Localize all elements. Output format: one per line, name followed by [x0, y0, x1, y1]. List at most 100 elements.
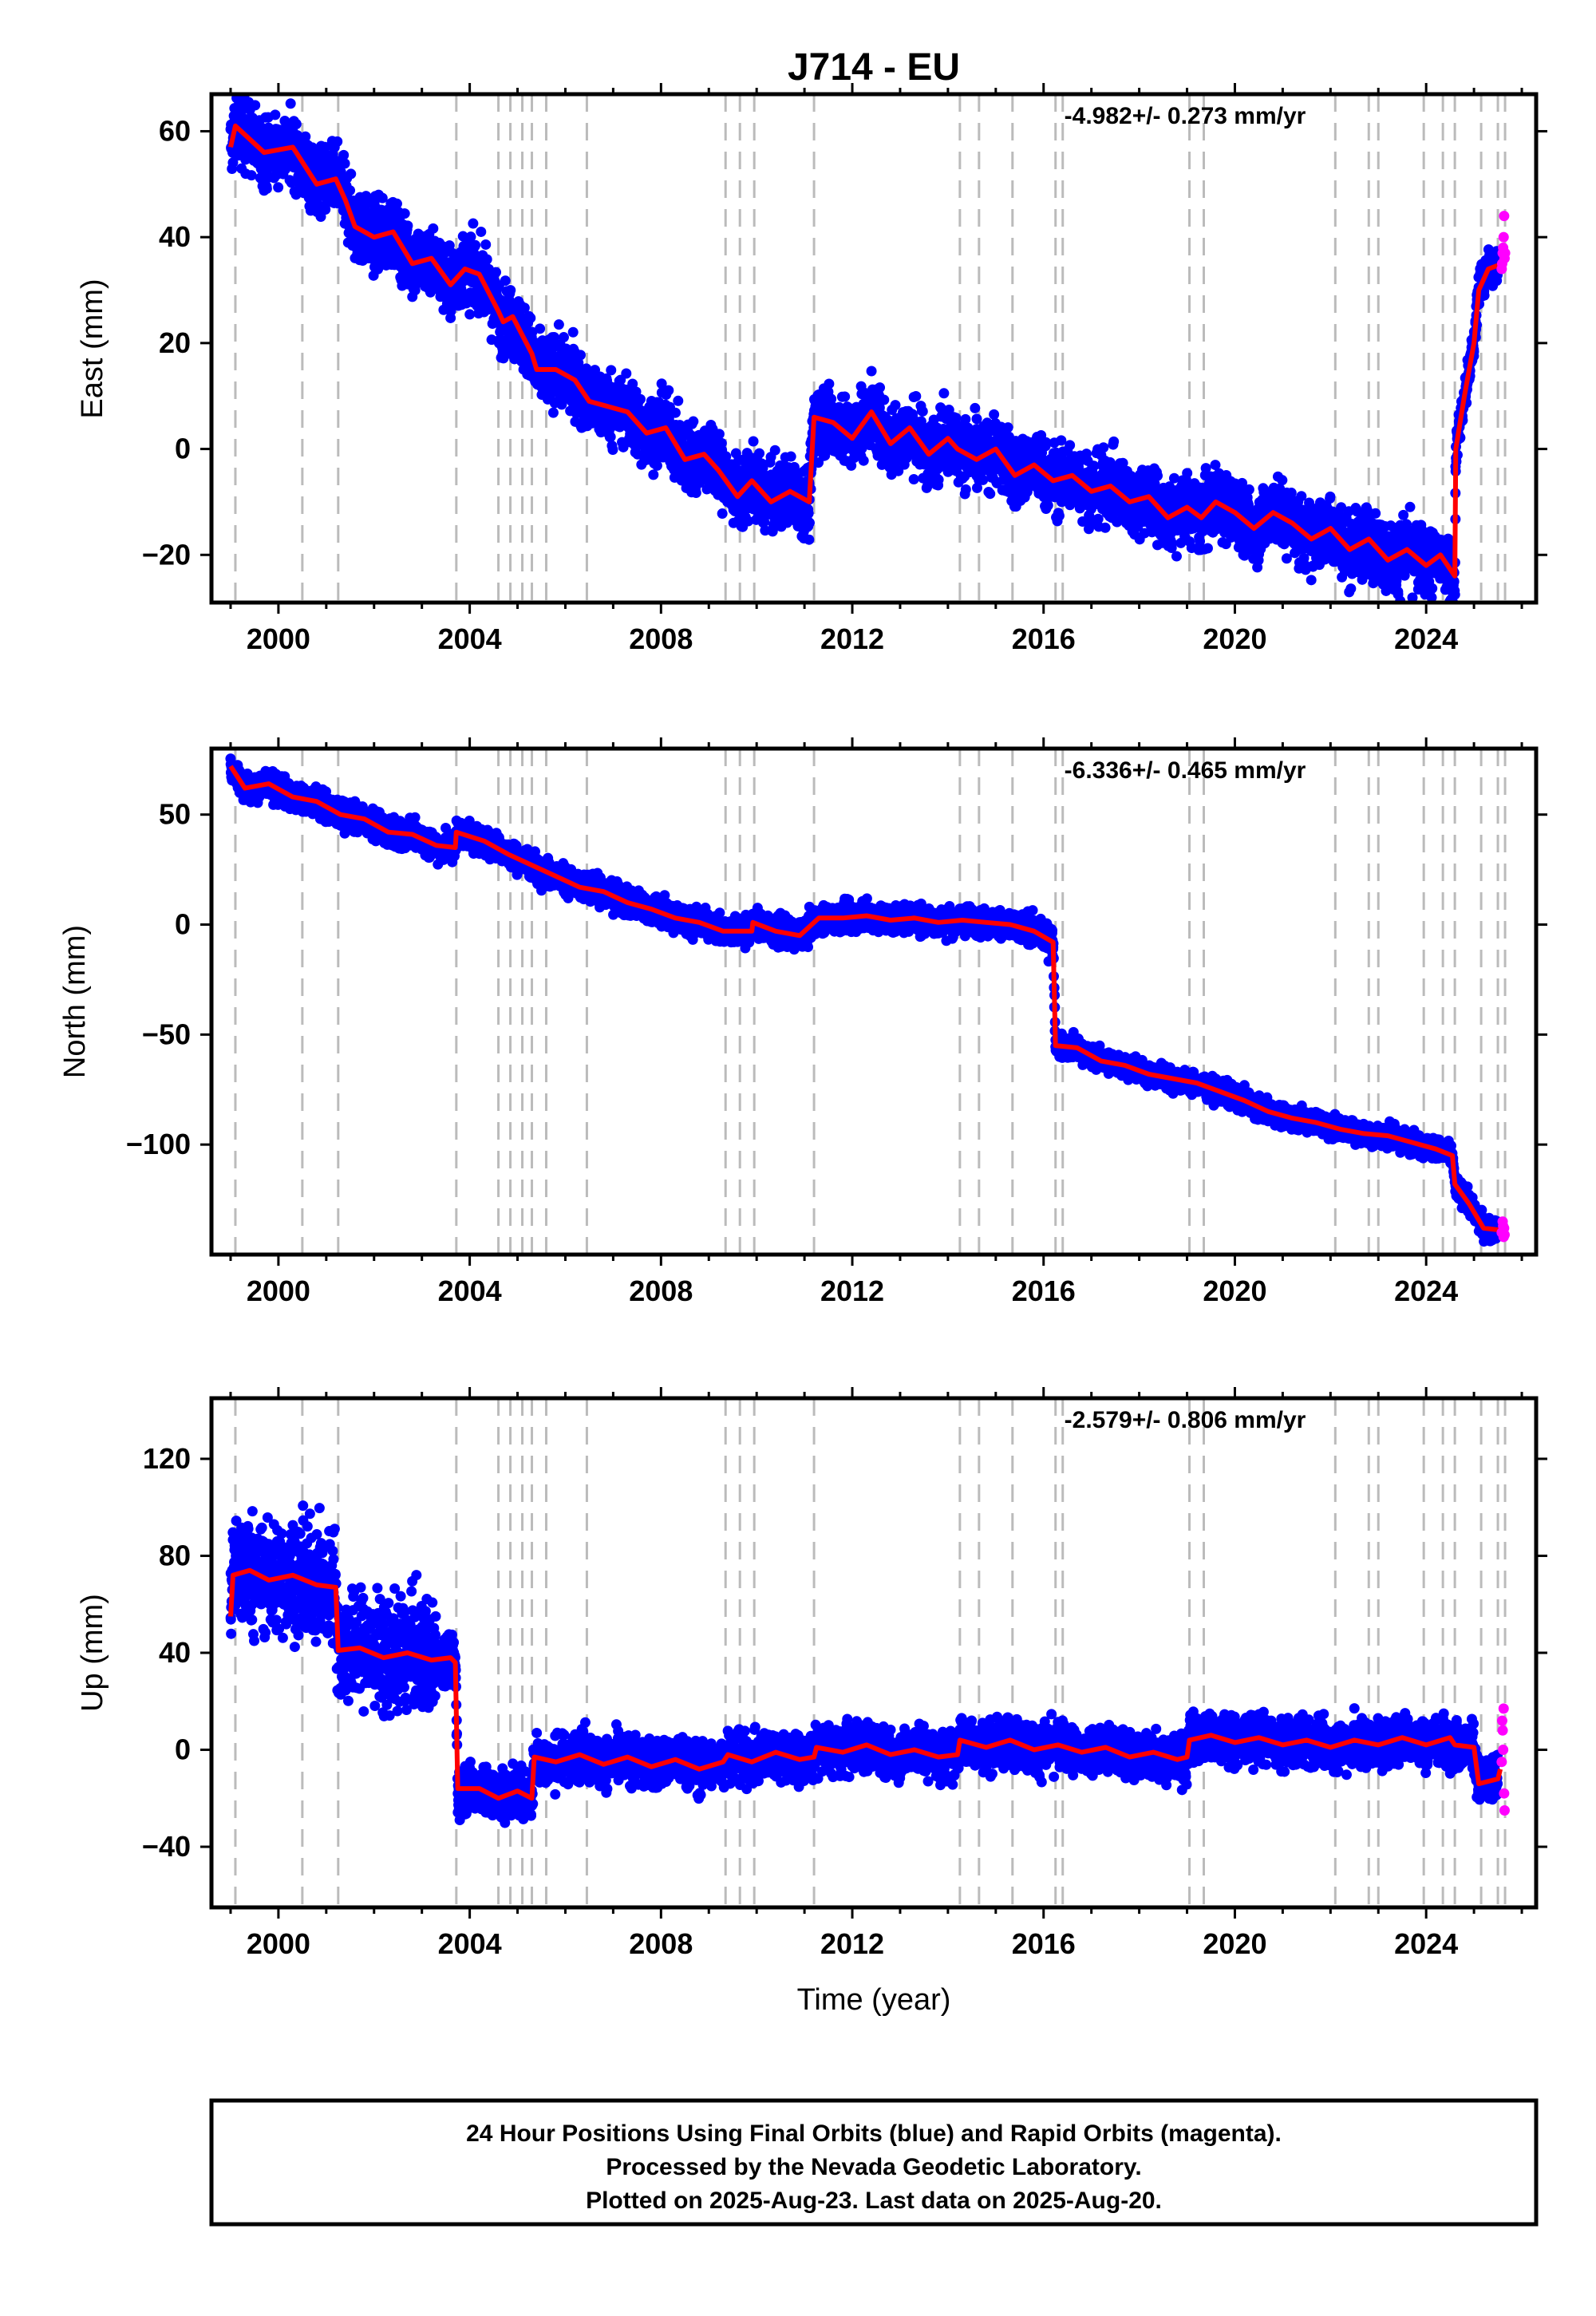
- data-point: [402, 220, 413, 231]
- data-point: [911, 390, 922, 401]
- data-point: [377, 192, 388, 204]
- data-point: [444, 240, 455, 251]
- data-point: [470, 239, 481, 251]
- data-point: [270, 109, 281, 121]
- data-point: [875, 382, 886, 393]
- data-point: [290, 189, 302, 200]
- data-point: [339, 158, 350, 169]
- data-point: [445, 306, 456, 317]
- data-point: [246, 170, 257, 181]
- data-point: [465, 231, 476, 243]
- data-point: [1171, 551, 1182, 562]
- data-point: [300, 131, 311, 142]
- data-point: [237, 104, 248, 115]
- data-point: [858, 455, 869, 466]
- data-point: [803, 508, 814, 519]
- data-point: [748, 436, 759, 447]
- data-point: [1098, 442, 1109, 453]
- data-point: [548, 331, 559, 342]
- data-point: [525, 312, 536, 323]
- data-point: [634, 393, 646, 405]
- data-point: [804, 534, 815, 545]
- data-point: [373, 263, 384, 275]
- data-point: [527, 326, 538, 338]
- data-point: [428, 223, 439, 234]
- data-point: [345, 185, 356, 196]
- data-point: [1243, 484, 1254, 495]
- data-point: [804, 517, 815, 528]
- data-point: [1166, 537, 1177, 548]
- data-point: [970, 402, 981, 413]
- data-point: [1002, 422, 1013, 433]
- data-point: [1100, 522, 1111, 533]
- data-point: [290, 118, 302, 129]
- data-point: [627, 378, 638, 389]
- panel-east: 2000 2004 2008 2012 2016 2020 2024−200204060Ea…: [76, 83, 1547, 655]
- data-point: [1202, 543, 1213, 554]
- data-point: [227, 157, 239, 168]
- data-point: [721, 451, 732, 462]
- data-point: [674, 420, 685, 431]
- data-point: [989, 409, 1000, 420]
- data-point: [879, 394, 890, 405]
- data-point: [985, 488, 996, 500]
- data-point: [607, 445, 618, 456]
- data-point: [464, 309, 476, 320]
- data-point: [606, 365, 617, 376]
- data-point: [663, 385, 674, 396]
- data-point: [250, 100, 261, 111]
- data-point: [519, 302, 530, 314]
- data-point: [476, 226, 487, 237]
- data-point: [285, 98, 296, 109]
- data-point: [670, 407, 681, 418]
- data-point: [553, 319, 564, 330]
- data-point: [505, 285, 516, 296]
- data-point: [785, 451, 796, 462]
- data-point: [480, 239, 492, 250]
- data-point: [547, 407, 559, 418]
- data-point: [332, 136, 343, 147]
- data-point: [1065, 440, 1076, 451]
- data-point: [656, 378, 667, 389]
- data-point: [391, 198, 402, 209]
- plot-area-east: [225, 94, 1511, 603]
- data-point: [605, 431, 616, 442]
- data-point: [717, 508, 728, 520]
- data-point: [273, 182, 284, 193]
- data-point: [491, 267, 502, 278]
- data-point: [917, 405, 928, 417]
- series-final-east: [225, 94, 1503, 603]
- data-point: [573, 362, 584, 373]
- data-point: [1053, 510, 1065, 521]
- data-point: [754, 448, 765, 459]
- data-point: [908, 474, 919, 485]
- data-point: [567, 326, 579, 338]
- data-point: [648, 469, 659, 480]
- chart-title: J714 - EU: [788, 46, 960, 89]
- data-point: [1108, 436, 1120, 447]
- data-point: [261, 183, 272, 194]
- data-point: [1152, 470, 1163, 481]
- data-point: [346, 168, 357, 180]
- data-point: [688, 416, 699, 427]
- data-point: [890, 400, 901, 411]
- data-point: [338, 149, 350, 160]
- data-point: [769, 445, 780, 456]
- data-point: [933, 474, 944, 485]
- data-point: [824, 378, 835, 389]
- data-point: [500, 275, 511, 287]
- data-point: [690, 488, 701, 499]
- data-point: [866, 366, 877, 377]
- data-point: [535, 323, 546, 334]
- data-point: [621, 368, 632, 379]
- data-point: [960, 484, 971, 495]
- data-point: [575, 350, 586, 361]
- data-point: [651, 460, 662, 471]
- data-point: [938, 388, 950, 399]
- data-point: [481, 254, 492, 265]
- data-point: [713, 429, 725, 440]
- data-point: [673, 395, 684, 406]
- data-point: [1182, 468, 1193, 479]
- data-point: [839, 391, 851, 402]
